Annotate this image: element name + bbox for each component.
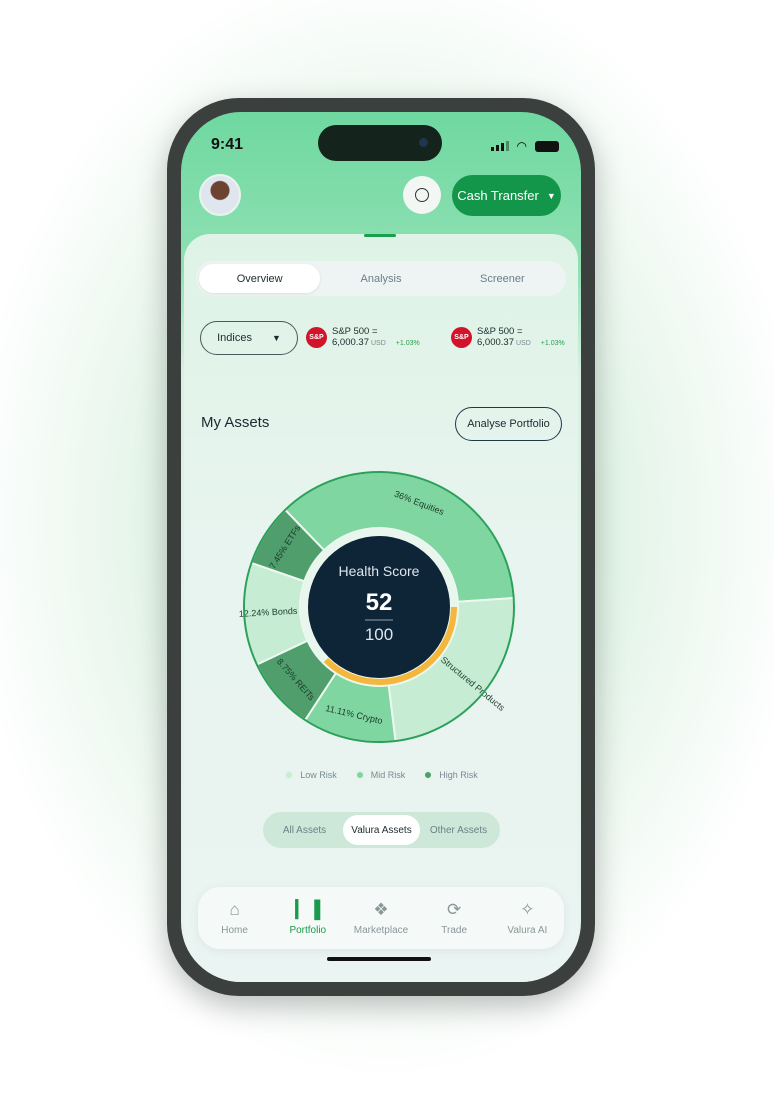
health-score-arc (323, 606, 457, 685)
caret-down-icon: ▼ (271, 333, 281, 343)
ticker-item[interactable]: S&P S&P 500 = 6,000.37 USD +1.03% (451, 326, 565, 348)
filter-valura-assets[interactable]: Valura Assets (343, 815, 420, 845)
nav-marketplace[interactable]: ❖ Marketplace (353, 900, 409, 936)
cash-transfer-label: Cash Transfer (457, 188, 539, 203)
ticker-change: +1.03% (395, 340, 420, 347)
indices-label: Indices (217, 332, 252, 344)
tab-screener[interactable]: Screener (480, 272, 525, 285)
donut-label: 12.24% Bonds (239, 606, 298, 619)
wifi-icon: ◠ (516, 139, 527, 153)
home-icon: ⌂ (229, 900, 240, 919)
tab-analysis[interactable]: Analysis (360, 272, 402, 285)
ticker-currency: USD (515, 340, 531, 347)
legend-low-risk: Low Risk (284, 770, 337, 780)
ticker-value: 6,000.37 (477, 337, 514, 348)
caret-down-icon: ▼ (546, 190, 556, 201)
trade-icon: ⟳ (447, 900, 462, 919)
health-score-center (308, 536, 450, 678)
health-score-title: Health Score (339, 563, 420, 579)
legend-high-risk: High Risk (423, 770, 478, 780)
drag-handle[interactable] (364, 234, 396, 237)
ticker-item[interactable]: S&P S&P 500 = 6,000.37 USD +1.03% (306, 326, 420, 348)
nav-trade[interactable]: ⟳ Trade (441, 900, 468, 936)
analyse-portfolio-button[interactable]: Analyse Portfolio (455, 407, 562, 441)
battery-icon (535, 140, 559, 152)
cash-transfer-button[interactable]: Cash Transfer ▼ (452, 175, 561, 216)
content-sheet: Overview Analysis Screener Indices ▼ S&P … (184, 234, 578, 982)
ticker-name: S&P 500 (477, 326, 515, 337)
visibility-toggle-button[interactable] (403, 176, 441, 214)
bar-chart-icon: ▎▐ (295, 900, 321, 919)
nav-home[interactable]: ⌂ Home (221, 900, 248, 936)
dynamic-island (318, 125, 442, 161)
filter-other-assets[interactable]: Other Assets (429, 824, 488, 836)
avatar[interactable] (199, 174, 241, 216)
nav-portfolio[interactable]: ▎▐ Portfolio (289, 900, 327, 936)
risk-legend: Low Risk Mid Risk High Risk (184, 770, 578, 780)
phone-frame: 9:41 ◠ Cash Transfer ▼ Overview Analysis … (167, 98, 595, 996)
sparkle-icon: ✧ (520, 900, 535, 919)
mid-risk-dot (354, 770, 365, 780)
tab-bar: Overview Analysis Screener (196, 261, 566, 296)
home-indicator (327, 957, 431, 961)
filter-all-assets[interactable]: All Assets (282, 824, 327, 836)
nav-valura-ai[interactable]: ✧ Valura AI (507, 900, 548, 936)
camera-icon (419, 138, 428, 147)
sp-logo: S&P (306, 326, 327, 348)
indices-dropdown[interactable]: Indices ▼ (200, 321, 298, 355)
ticker-change: +1.03% (540, 340, 565, 347)
donut-outline (243, 471, 515, 743)
ticker-value: 6,000.37 (332, 337, 369, 348)
health-score-value: 52 (366, 589, 393, 616)
status-time: 9:41 (211, 136, 244, 153)
app-screen: 9:41 ◠ Cash Transfer ▼ Overview Analysis … (181, 112, 581, 982)
sp-logo: S&P (451, 326, 472, 348)
ticker-name: S&P 500 (332, 326, 370, 337)
health-score-max: 100 (365, 625, 393, 644)
tab-overview[interactable]: Overview (199, 264, 321, 293)
ticker-currency: USD (370, 340, 386, 347)
signal-icon (490, 141, 509, 151)
eye-icon (415, 188, 429, 202)
marketplace-icon: ❖ (373, 900, 389, 919)
bottom-nav: ⌂ Home ▎▐ Portfolio ❖ Marketplace ⟳ Trade ✧ V… (198, 887, 564, 949)
status-icons: ◠ (490, 139, 559, 153)
legend-mid-risk: Mid Risk (354, 770, 405, 780)
high-risk-dot (423, 770, 434, 780)
my-assets-title: My Assets (201, 414, 270, 431)
low-risk-dot (284, 770, 295, 780)
asset-filter: All Assets Valura Assets Other Assets (263, 812, 500, 848)
